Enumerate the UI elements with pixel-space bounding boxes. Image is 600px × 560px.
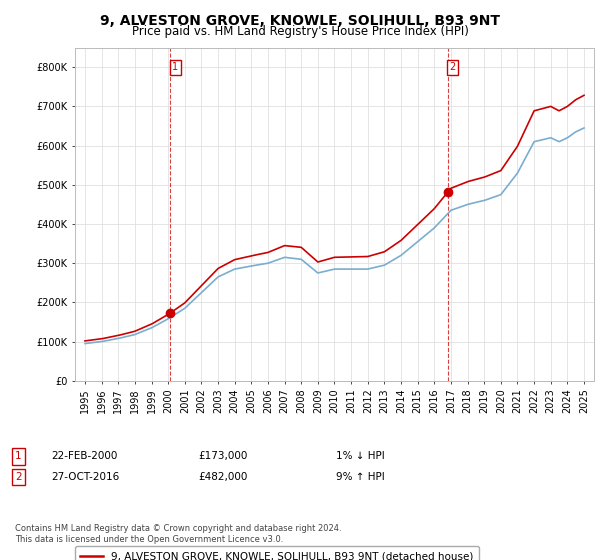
Text: 27-OCT-2016: 27-OCT-2016	[51, 472, 119, 482]
Text: 2: 2	[449, 62, 456, 72]
Text: £482,000: £482,000	[198, 472, 247, 482]
Text: 9, ALVESTON GROVE, KNOWLE, SOLIHULL, B93 9NT: 9, ALVESTON GROVE, KNOWLE, SOLIHULL, B93…	[100, 14, 500, 28]
Text: 1% ↓ HPI: 1% ↓ HPI	[336, 451, 385, 461]
Text: Contains HM Land Registry data © Crown copyright and database right 2024.
This d: Contains HM Land Registry data © Crown c…	[15, 524, 341, 544]
Text: 1: 1	[172, 62, 178, 72]
Legend: 9, ALVESTON GROVE, KNOWLE, SOLIHULL, B93 9NT (detached house), HPI: Average pric: 9, ALVESTON GROVE, KNOWLE, SOLIHULL, B93…	[75, 546, 479, 560]
Text: £173,000: £173,000	[198, 451, 247, 461]
Text: 1: 1	[15, 451, 22, 461]
Text: 2: 2	[15, 472, 22, 482]
Text: Price paid vs. HM Land Registry's House Price Index (HPI): Price paid vs. HM Land Registry's House …	[131, 25, 469, 38]
Text: 22-FEB-2000: 22-FEB-2000	[51, 451, 118, 461]
Text: 9% ↑ HPI: 9% ↑ HPI	[336, 472, 385, 482]
